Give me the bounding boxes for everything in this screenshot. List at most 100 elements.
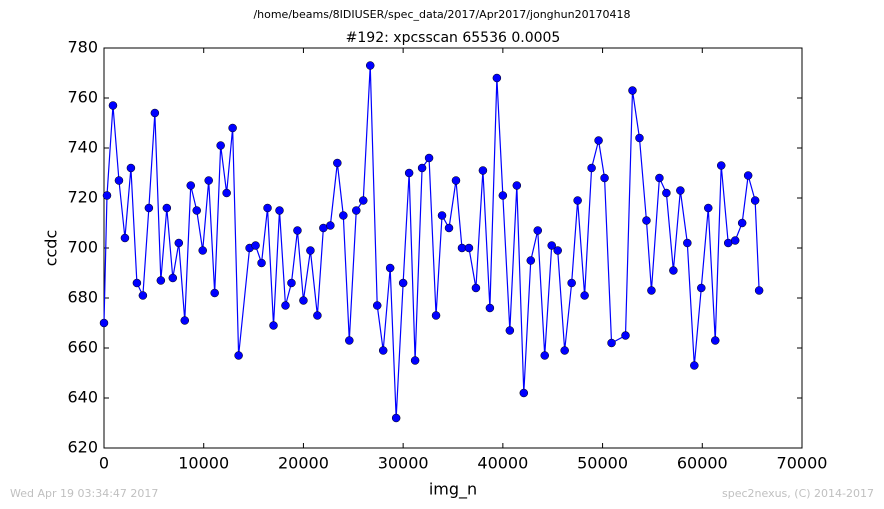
- x-tick-label: 0: [99, 454, 109, 473]
- marker: [417, 163, 427, 173]
- marker: [339, 211, 348, 220]
- marker: [398, 278, 408, 288]
- x-tick-label: 30000: [378, 454, 429, 473]
- y-tick-label: 740: [67, 138, 98, 157]
- marker: [385, 263, 395, 273]
- marker: [485, 303, 495, 313]
- y-tick-label: 780: [67, 38, 98, 57]
- marker: [628, 86, 637, 95]
- marker: [540, 351, 549, 360]
- marker: [99, 318, 109, 328]
- marker: [607, 338, 616, 348]
- footer-right: spec2nexus, (C) 2014-2017: [722, 487, 874, 500]
- marker: [372, 301, 382, 310]
- marker: [600, 173, 609, 183]
- marker: [275, 206, 284, 215]
- footer-left: Wed Apr 19 03:34:47 2017: [10, 487, 158, 500]
- marker: [102, 191, 112, 200]
- y-tick-label: 720: [67, 188, 98, 207]
- marker: [144, 203, 154, 213]
- marker: [287, 278, 296, 288]
- y-tick-label: 680: [67, 288, 98, 307]
- marker: [642, 216, 651, 225]
- marker: [424, 153, 434, 163]
- marker: [204, 176, 213, 185]
- marker: [512, 181, 522, 190]
- marker: [162, 203, 172, 213]
- marker: [313, 311, 322, 320]
- marker: [533, 226, 543, 235]
- y-tick-label: 620: [67, 438, 98, 457]
- marker: [326, 221, 335, 230]
- marker: [431, 311, 441, 320]
- marker: [662, 188, 671, 198]
- marker: [222, 188, 231, 198]
- marker: [580, 291, 589, 300]
- marker: [150, 108, 160, 118]
- marker: [306, 246, 315, 255]
- marker: [281, 301, 290, 310]
- x-tick-label: 50000: [577, 454, 628, 473]
- suptitle: /home/beams/8IDIUSER/spec_data/2017/Apr2…: [253, 8, 630, 21]
- marker: [621, 331, 630, 340]
- x-tick-label: 60000: [677, 454, 728, 473]
- x-tick-label: 70000: [777, 454, 828, 473]
- marker: [716, 161, 726, 170]
- marker: [683, 238, 692, 248]
- marker: [120, 233, 130, 243]
- marker: [156, 276, 166, 285]
- y-axis-label: ccdc: [42, 230, 61, 267]
- marker: [697, 283, 706, 293]
- marker: [251, 241, 260, 250]
- x-tick-label: 10000: [178, 454, 229, 473]
- marker: [257, 258, 266, 268]
- marker: [126, 163, 136, 173]
- marker: [492, 73, 502, 83]
- marker: [138, 291, 148, 300]
- marker: [234, 351, 243, 360]
- marker: [359, 196, 368, 205]
- marker: [730, 236, 740, 245]
- marker: [567, 278, 576, 288]
- chart-title: #192: xpcsscan 65536 0.0005: [346, 30, 561, 46]
- marker: [108, 101, 118, 110]
- marker: [198, 246, 207, 255]
- y-tick-label: 700: [67, 238, 98, 257]
- marker: [505, 326, 515, 335]
- marker: [519, 388, 529, 398]
- marker: [547, 241, 556, 250]
- marker: [365, 61, 375, 70]
- marker: [444, 223, 454, 233]
- marker: [228, 123, 237, 133]
- marker: [647, 286, 656, 295]
- x-axis-label: img_n: [429, 480, 477, 500]
- marker: [168, 273, 178, 283]
- marker: [269, 321, 278, 330]
- marker: [669, 266, 678, 275]
- marker: [526, 256, 536, 265]
- marker: [750, 196, 760, 205]
- marker: [404, 168, 414, 178]
- plot-frame: [103, 47, 803, 449]
- marker: [655, 173, 664, 183]
- marker: [180, 316, 190, 325]
- marker: [690, 361, 699, 370]
- marker: [174, 238, 184, 248]
- marker: [299, 296, 308, 305]
- marker: [210, 288, 219, 298]
- marker: [114, 176, 124, 185]
- marker: [553, 246, 562, 255]
- marker: [635, 133, 644, 143]
- marker: [754, 286, 764, 295]
- marker: [345, 336, 354, 345]
- y-tick-label: 660: [67, 338, 98, 357]
- marker: [333, 158, 342, 168]
- marker: [471, 283, 481, 293]
- marker: [704, 203, 713, 213]
- marker: [464, 243, 474, 253]
- marker: [410, 356, 420, 365]
- marker: [710, 336, 720, 345]
- marker: [263, 203, 272, 213]
- marker: [587, 163, 596, 173]
- marker: [560, 346, 569, 355]
